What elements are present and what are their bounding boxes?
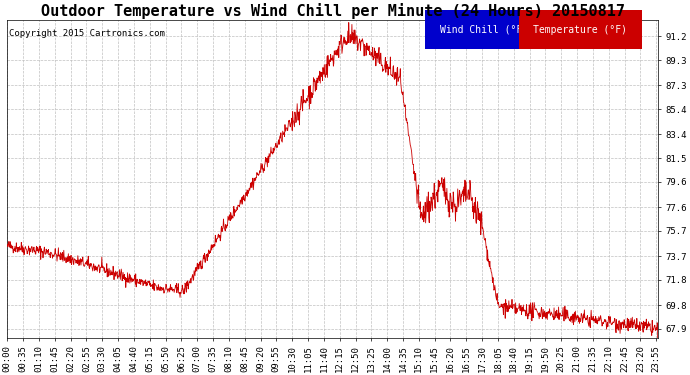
Title: Outdoor Temperature vs Wind Chill per Minute (24 Hours) 20150817: Outdoor Temperature vs Wind Chill per Mi… (41, 3, 624, 19)
Text: Wind Chill (°F): Wind Chill (°F) (440, 25, 528, 35)
Text: Copyright 2015 Cartronics.com: Copyright 2015 Cartronics.com (8, 30, 164, 39)
Text: Temperature (°F): Temperature (°F) (533, 25, 627, 35)
